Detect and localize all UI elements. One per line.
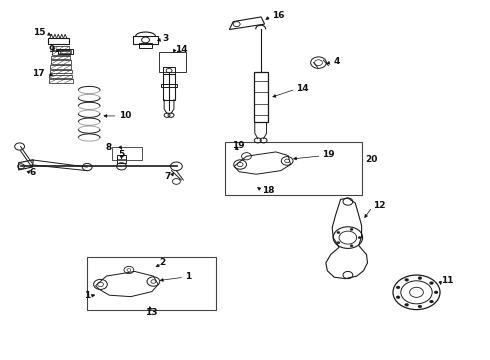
Bar — [87, 257, 216, 310]
Text: 9: 9 — [49, 45, 55, 54]
Circle shape — [350, 228, 353, 230]
Text: 17: 17 — [32, 69, 45, 78]
Circle shape — [396, 286, 400, 289]
Bar — [139, 43, 152, 48]
Circle shape — [396, 296, 400, 299]
Bar — [51, 56, 70, 59]
Circle shape — [405, 278, 409, 281]
Bar — [48, 38, 69, 44]
Circle shape — [430, 282, 434, 284]
Text: 4: 4 — [333, 57, 340, 66]
Text: 2: 2 — [160, 258, 166, 266]
Bar — [163, 67, 175, 74]
Bar — [49, 79, 73, 83]
Text: 18: 18 — [262, 186, 275, 195]
Bar — [159, 52, 186, 72]
Circle shape — [430, 300, 434, 303]
Circle shape — [434, 291, 438, 294]
Bar — [112, 147, 142, 160]
Text: 5: 5 — [119, 150, 124, 159]
Circle shape — [337, 231, 340, 234]
Circle shape — [358, 237, 361, 239]
Bar — [163, 74, 175, 100]
Circle shape — [418, 277, 422, 280]
Text: 19: 19 — [322, 150, 335, 159]
Bar — [50, 65, 71, 69]
Circle shape — [337, 242, 340, 244]
Bar — [225, 142, 362, 195]
Text: 8: 8 — [106, 143, 112, 152]
Bar — [133, 36, 158, 44]
Text: 6: 6 — [29, 168, 36, 177]
Bar — [52, 51, 70, 55]
Bar — [58, 49, 73, 54]
Text: 1: 1 — [185, 272, 192, 281]
Text: 10: 10 — [119, 112, 131, 120]
Text: 15: 15 — [33, 28, 46, 37]
Text: 14: 14 — [175, 45, 188, 54]
Bar — [50, 70, 72, 73]
Text: 7: 7 — [164, 172, 171, 181]
Circle shape — [418, 305, 422, 308]
Bar — [117, 155, 126, 163]
Bar — [51, 60, 71, 64]
Bar — [161, 84, 177, 87]
Text: 13: 13 — [145, 308, 157, 317]
Text: 12: 12 — [373, 202, 386, 210]
Circle shape — [350, 245, 353, 247]
Bar — [60, 50, 71, 53]
Text: 19: 19 — [232, 141, 245, 150]
Bar — [49, 75, 72, 78]
Text: 1: 1 — [84, 292, 90, 300]
Text: 16: 16 — [272, 11, 285, 20]
Text: 14: 14 — [296, 84, 309, 93]
Text: 20: 20 — [365, 155, 377, 163]
Text: 11: 11 — [441, 276, 454, 284]
Text: 3: 3 — [163, 35, 169, 44]
Bar — [52, 46, 69, 50]
Bar — [254, 72, 268, 122]
Circle shape — [405, 303, 409, 306]
